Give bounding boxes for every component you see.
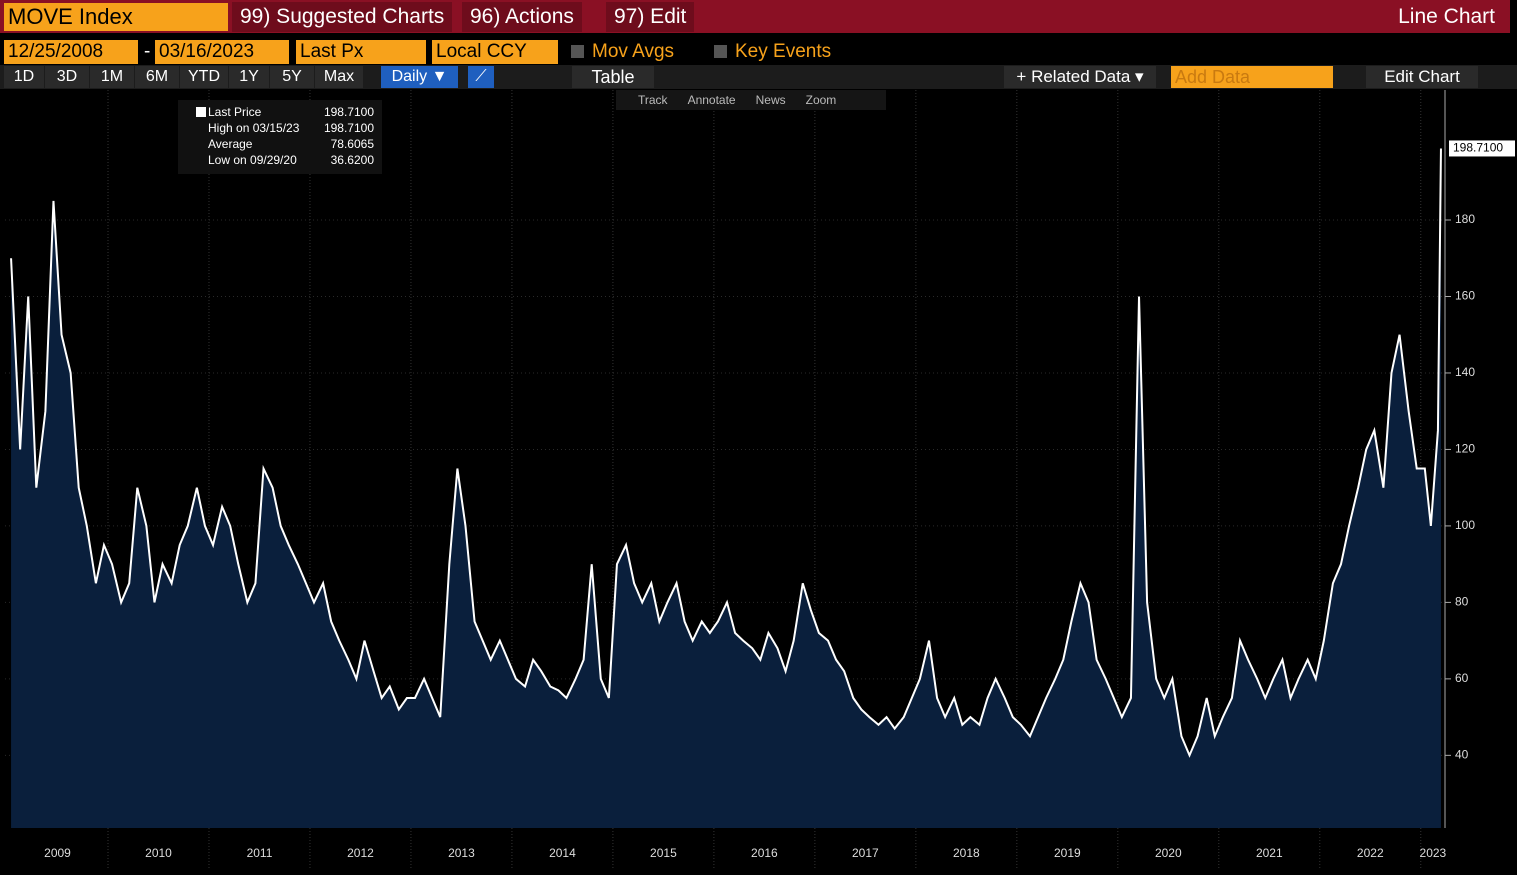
y-tick-label: 40 bbox=[1455, 748, 1469, 762]
legend-label: Last Price bbox=[208, 105, 262, 119]
start-date[interactable]: 12/25/2008 bbox=[4, 40, 138, 64]
x-tick-label: 2015 bbox=[650, 846, 677, 860]
plot-bottom-axis bbox=[0, 828, 1447, 870]
x-tick-label: 2012 bbox=[347, 846, 374, 860]
tool[interactable]: Annotate bbox=[687, 93, 736, 107]
menu[interactable]: 99) Suggested Charts bbox=[232, 2, 453, 32]
x-tick-label: 2019 bbox=[1054, 846, 1081, 860]
y-tick-label: 160 bbox=[1455, 289, 1475, 303]
x-tick-label: 2009 bbox=[44, 846, 71, 860]
legend-swatch bbox=[196, 107, 206, 117]
x-tick-label: 2021 bbox=[1256, 846, 1283, 860]
x-tick-label: 2013 bbox=[448, 846, 475, 860]
last-value-box bbox=[1449, 140, 1515, 157]
y-tick-label: 80 bbox=[1455, 595, 1469, 609]
legend-label: Average bbox=[208, 137, 253, 151]
checkbox[interactable] bbox=[571, 45, 584, 58]
range-button[interactable]: 1D bbox=[4, 66, 44, 88]
dash: - bbox=[144, 41, 151, 62]
x-tick-label: 2020 bbox=[1155, 846, 1182, 860]
x-tick-label: 2018 bbox=[953, 846, 980, 860]
legend-label: High on 03/15/23 bbox=[208, 121, 300, 135]
tool[interactable]: News bbox=[755, 93, 786, 107]
area bbox=[11, 148, 1441, 828]
x-tick-label: 2016 bbox=[751, 846, 778, 860]
y-tick-label: 120 bbox=[1455, 442, 1475, 456]
end-date[interactable]: 03/16/2023 bbox=[155, 40, 289, 64]
field[interactable]: Last Px bbox=[296, 40, 426, 64]
x-tick-label: 2022 bbox=[1357, 846, 1384, 860]
legend-label: Low on 09/29/20 bbox=[208, 153, 297, 167]
line bbox=[10, 148, 1442, 758]
range-button[interactable]: Max bbox=[315, 66, 363, 88]
option[interactable]: Key Events bbox=[735, 41, 832, 62]
checkbox[interactable] bbox=[714, 45, 727, 58]
range-button[interactable]: 5Y bbox=[270, 66, 314, 88]
option[interactable]: Mov Avgs bbox=[592, 41, 675, 62]
range-button[interactable]: 6M bbox=[135, 66, 179, 88]
legend-value: 36.6200 bbox=[330, 153, 374, 167]
add-data[interactable]: Add Data bbox=[1171, 66, 1333, 88]
chart-kind: Line Chart bbox=[1398, 5, 1495, 28]
y-tick-label: 180 bbox=[1455, 212, 1475, 226]
range-button[interactable]: 3D bbox=[45, 66, 89, 88]
range-button[interactable]: 1Y bbox=[229, 66, 269, 88]
currency[interactable]: Local CCY bbox=[432, 40, 558, 64]
x-tick-label: 2017 bbox=[852, 846, 879, 860]
x-tick-label: 2023 bbox=[1420, 846, 1447, 860]
x-tick-label: 2010 bbox=[145, 846, 172, 860]
menu[interactable]: 96) Actions bbox=[462, 2, 582, 32]
related-data[interactable]: + Related Data ▾ bbox=[1004, 66, 1156, 88]
edit-chart[interactable]: Edit Chart bbox=[1366, 66, 1478, 88]
frequency[interactable]: Daily ▼ bbox=[381, 66, 458, 88]
legend-value: 198.7100 bbox=[323, 121, 374, 135]
x-tick-label: 2011 bbox=[247, 846, 273, 860]
y-tick-label: 100 bbox=[1455, 518, 1475, 532]
line-icon[interactable]: ⟋ bbox=[468, 66, 494, 88]
chart-tools: Track Annotate News Zoom bbox=[616, 90, 886, 110]
ticker[interactable]: MOVE Index bbox=[4, 3, 228, 31]
legend-value: 78.6065 bbox=[330, 137, 374, 151]
legend: Last Price 198.7100 High on 03/15/23 198.71… bbox=[178, 100, 382, 174]
range-button[interactable]: YTD bbox=[180, 66, 228, 88]
y-tick-label: 60 bbox=[1455, 671, 1469, 685]
tool[interactable]: Zoom bbox=[805, 93, 837, 107]
legend-value: 198.7100 bbox=[323, 105, 374, 119]
x-tick-label: 2014 bbox=[549, 846, 576, 860]
tool[interactable]: Track bbox=[638, 93, 668, 107]
y-tick-label: 140 bbox=[1455, 365, 1475, 379]
last-value-label: 198.7100 bbox=[1453, 141, 1503, 155]
range-button[interactable]: 1M bbox=[90, 66, 134, 88]
table-button[interactable]: Table bbox=[572, 66, 654, 88]
menu[interactable]: 97) Edit bbox=[606, 2, 695, 32]
